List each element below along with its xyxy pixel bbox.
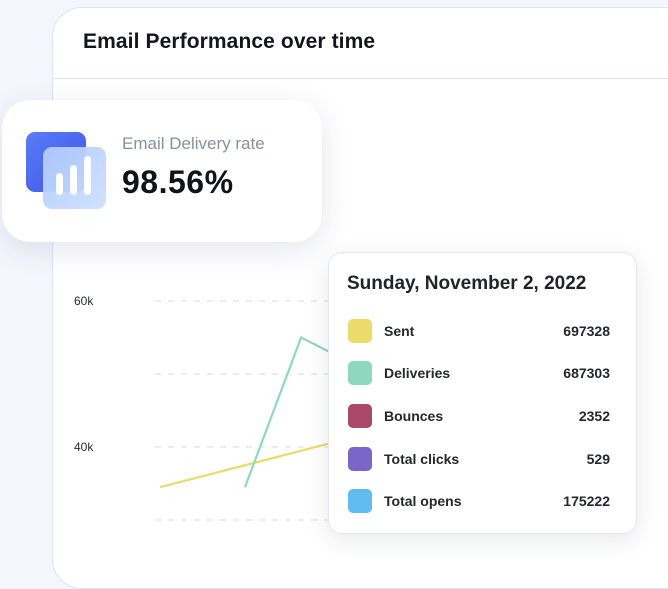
chart-tooltip: Sunday, November 2, 2022 Sent 697328 Del… xyxy=(328,252,637,534)
tooltip-row-total-clicks: Total clicks 529 xyxy=(348,447,618,471)
tooltip-date: Sunday, November 2, 2022 xyxy=(347,273,587,294)
bar-chart-icon xyxy=(26,132,106,209)
tooltip-row-label: Total clicks xyxy=(384,451,460,467)
series-line-deliveries xyxy=(243,335,331,488)
tooltip-row-label: Deliveries xyxy=(384,365,451,381)
tooltip-row-value: 697328 xyxy=(563,323,610,339)
tooltip-row-label: Sent xyxy=(384,323,415,339)
tooltip-row-value: 687303 xyxy=(563,365,610,381)
tooltip-row-deliveries: Deliveries 687303 xyxy=(348,361,618,385)
tooltip-row-bounces: Bounces 2352 xyxy=(348,404,618,428)
performance-line-chart: 60k 40k xyxy=(74,294,331,521)
tooltip-row-total-opens: Total opens 175222 xyxy=(348,489,618,513)
tooltip-row-label: Bounces xyxy=(384,408,444,424)
y-tick-label: 40k xyxy=(74,440,94,454)
card-header: Email Performance over time xyxy=(53,8,668,79)
deliveries-swatch xyxy=(348,361,372,385)
bounces-swatch xyxy=(348,404,372,428)
card-title: Email Performance over time xyxy=(83,30,376,53)
tooltip-row-sent: Sent 697328 xyxy=(348,319,618,343)
series-line-sent xyxy=(159,442,331,489)
total-opens-swatch xyxy=(348,489,372,513)
delivery-rate-value: 98.56% xyxy=(122,164,234,200)
tooltip-row-label: Total opens xyxy=(384,493,462,509)
sent-swatch xyxy=(348,319,372,343)
tooltip-row-value: 2352 xyxy=(578,408,610,424)
delivery-rate-label: Email Delivery rate xyxy=(122,134,265,153)
tooltip-row-value: 529 xyxy=(586,451,610,467)
tooltip-row-value: 175222 xyxy=(563,493,610,509)
y-tick-label: 60k xyxy=(74,294,94,308)
delivery-rate-card xyxy=(2,100,322,242)
total-clicks-swatch xyxy=(348,447,372,471)
